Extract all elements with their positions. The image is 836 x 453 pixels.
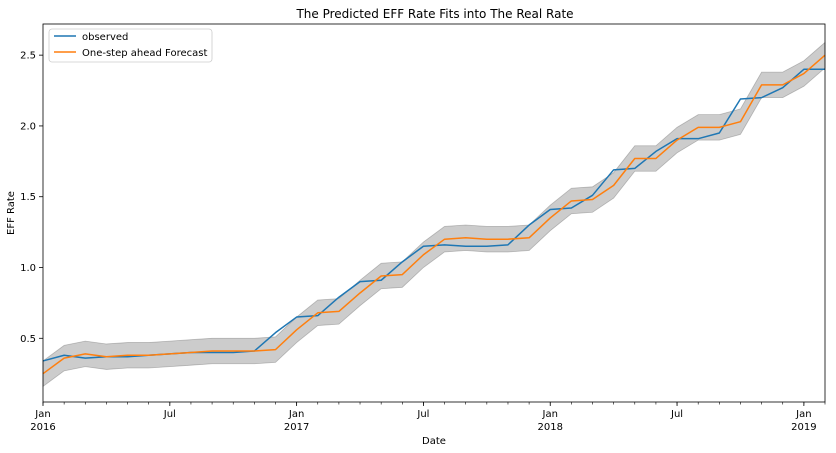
y-tick-label: 0.5 [20, 334, 36, 345]
x-tick-year-label: 2019 [791, 422, 816, 433]
series-layer [42, 54, 826, 375]
x-tick-label: Jan [542, 409, 558, 420]
x-tick-label: Jul [163, 409, 176, 420]
legend: observed One-step ahead Forecast [48, 28, 213, 63]
y-tick-label: 2.0 [20, 121, 36, 132]
legend-box [48, 28, 213, 63]
y-tick-label: 2.5 [20, 51, 36, 62]
x-tick-label: Jan [795, 409, 811, 420]
y-axis: 0.5 1.0 1.5 2.0 2.5 [20, 51, 43, 345]
x-tick-label: Jan [288, 409, 304, 420]
series-line-one-step-ahead-forecast [42, 54, 826, 375]
chart-title: The Predicted EFF Rate Fits into The Rea… [295, 7, 573, 21]
confidence-band [42, 41, 826, 388]
x-tick-label: Jul [416, 409, 429, 420]
legend-label-forecast: One-step ahead Forecast [82, 48, 207, 59]
x-tick-year-label: 2017 [284, 422, 309, 433]
y-axis-title: EFF Rate [6, 191, 17, 235]
y-tick-label: 1.5 [20, 192, 36, 203]
x-axis: Jan 2016 Jul Jan 2017 Jul Jan 2018 Jul Jan 2019 [30, 402, 826, 433]
legend-label-observed: observed [82, 32, 128, 43]
y-tick-label: 1.0 [20, 263, 36, 274]
x-axis-title: Date [422, 436, 446, 447]
x-tick-year-label: 2018 [538, 422, 563, 433]
series-line-observed [42, 68, 825, 362]
x-tick-label: Jul [670, 409, 683, 420]
x-tick-year-label: 2016 [30, 422, 55, 433]
confidence-band-layer [42, 41, 826, 388]
x-tick-label: Jan [34, 409, 50, 420]
plot-frame [42, 23, 826, 403]
